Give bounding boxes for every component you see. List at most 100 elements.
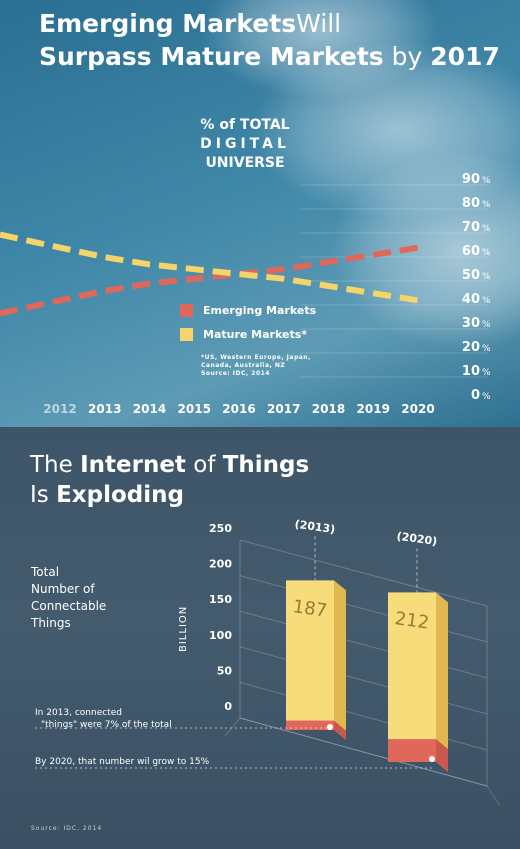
bar-share-side (436, 739, 448, 772)
footnote: *US, Western Europe, Japan, Canada, Aust… (201, 354, 311, 378)
chart-title-line-3: UNIVERSE (205, 155, 285, 171)
x-tick-label: 2012 (43, 402, 76, 416)
y-tick-suffix: % (482, 296, 491, 306)
y-tick-label: 0 (471, 388, 480, 403)
y-tick-label: 60 (462, 244, 480, 259)
footnote-source: Source: IDC, 2014 (201, 370, 270, 377)
iot-headline-the: The (30, 452, 73, 478)
grid-edge (486, 785, 501, 807)
iot-headline-of: of (193, 452, 216, 478)
chart-title-line-2: DIGITAL (200, 136, 290, 152)
iot-headline-internet: Internet (80, 452, 186, 478)
note-2013-line-1: In 2013, connected (35, 708, 122, 718)
bar (388, 592, 436, 762)
legend-swatch-mature (180, 328, 193, 341)
y-tick-suffix: % (482, 392, 491, 402)
side-label: Total Number of Connectable Things (31, 564, 106, 632)
grid-line (239, 681, 488, 751)
y-tick-label: 30 (462, 316, 480, 331)
grid-line (239, 717, 488, 787)
iot-headline-line-2: Is Exploding (30, 480, 309, 510)
note-2013: In 2013, connected "things" were 7% of t… (35, 707, 172, 731)
note-2020: By 2020, that number wil grow to 15% (35, 757, 210, 767)
side-label-line-2: Number of (31, 582, 95, 596)
y-tick-label: 150 (209, 593, 232, 606)
headline-line-1: Emerging MarketsWill (39, 8, 341, 39)
iot-headline-is: Is (30, 482, 49, 508)
grid-edge (224, 717, 241, 737)
bar-category-label: (2020) (396, 530, 438, 549)
bar-side (334, 580, 346, 740)
chart-title: % of TOTAL DIGITAL UNIVERSE (165, 116, 325, 173)
side-label-line-3: Connectable (31, 599, 107, 613)
note-2013-line-2: "things" were 7% of the total (41, 720, 172, 730)
y-tick-label: 200 (209, 558, 232, 571)
bar (286, 580, 334, 730)
grid-line (239, 539, 488, 607)
share-marker (429, 756, 435, 762)
headline-line-2: Surpass Mature Markets by 2017 (39, 41, 500, 72)
x-tick-label: 2013 (88, 402, 121, 416)
headline-bold-1: Emerging Markets (39, 9, 297, 38)
bar-share-segment (286, 720, 334, 730)
headline-light-1: Will (296, 9, 342, 38)
x-tick-label: 2020 (401, 402, 434, 416)
legend-emerging: Emerging Markets (180, 304, 316, 317)
x-tick-label: 2014 (133, 402, 166, 416)
grid-line (239, 575, 488, 643)
x-tick-label: 2019 (357, 402, 390, 416)
y-tick-label: 50 (217, 664, 233, 677)
legend-label-mature: Mature Markets* (203, 328, 308, 341)
y-tick-label: 10 (462, 364, 480, 379)
iot-headline-line-1: The Internet of Things (30, 450, 309, 480)
series-line-mature (0, 231, 419, 304)
x-tick-label: 2016 (222, 402, 255, 416)
bar-value-label: 187 (291, 596, 328, 622)
y-tick-label: 50 (462, 268, 480, 283)
y-tick-suffix: % (482, 200, 491, 210)
y-tick-label: 20 (462, 340, 480, 355)
footnote-line-2: Canada, Australia, NZ (201, 362, 286, 369)
footnote-line-1: *US, Western Europe, Japan, (201, 354, 311, 361)
line-chart: 0 %10 %20 %30 %40 %50 %60 %70 %80 %90% 2012 2013 20… (0, 172, 491, 416)
y-tick-label: 0 (224, 700, 232, 713)
x-tick-label: 2017 (267, 402, 300, 416)
emerging-markets-panel: Emerging MarketsWill Surpass Mature Mark… (0, 0, 520, 427)
y-tick-suffix: % (482, 272, 491, 282)
grid-edge (239, 717, 488, 787)
y-tick-suffix: % (482, 248, 491, 258)
side-label-line-4: Things (31, 616, 71, 630)
bar-share-side (334, 720, 346, 740)
grid-line (239, 646, 488, 715)
chart-title-line-1: % of TOTAL (200, 117, 290, 133)
share-marker (327, 724, 333, 730)
bar-share-segment (388, 739, 436, 762)
side-label-line-1: Total (31, 565, 60, 579)
y-tick-label: 90 (462, 172, 480, 187)
bar-side (436, 592, 448, 772)
iot-headline-things: Things (222, 452, 310, 478)
iot-headline: The Internet of Things Is Exploding (30, 450, 309, 510)
y-tick-suffix: % (482, 176, 491, 186)
series-line-emerging (0, 244, 419, 317)
headline-year: 2017 (430, 42, 500, 71)
x-tick-label: 2018 (312, 402, 345, 416)
legend-mature: Mature Markets* (180, 328, 307, 341)
x-tick-label: 2015 (178, 402, 211, 416)
y-tick-label: 80 (462, 196, 480, 211)
legend-label-emerging: Emerging Markets (203, 304, 317, 317)
headline-light-2: by (391, 42, 423, 71)
grid-line (239, 610, 488, 679)
bar-value-label: 212 (393, 608, 430, 634)
y-tick-label: 70 (462, 220, 480, 235)
y-tick-label: 250 (209, 522, 232, 535)
y-tick-label: 40 (462, 292, 480, 307)
y-tick-suffix: % (482, 320, 491, 330)
bar-category-label: (2013) (294, 518, 336, 537)
y-tick-suffix: % (482, 344, 491, 354)
y-tick-suffix: % (482, 224, 491, 234)
headline-bold-2: Surpass Mature Markets (39, 42, 384, 71)
y-tick-label: 100 (209, 629, 232, 642)
iot-headline-exploding: Exploding (56, 482, 184, 508)
